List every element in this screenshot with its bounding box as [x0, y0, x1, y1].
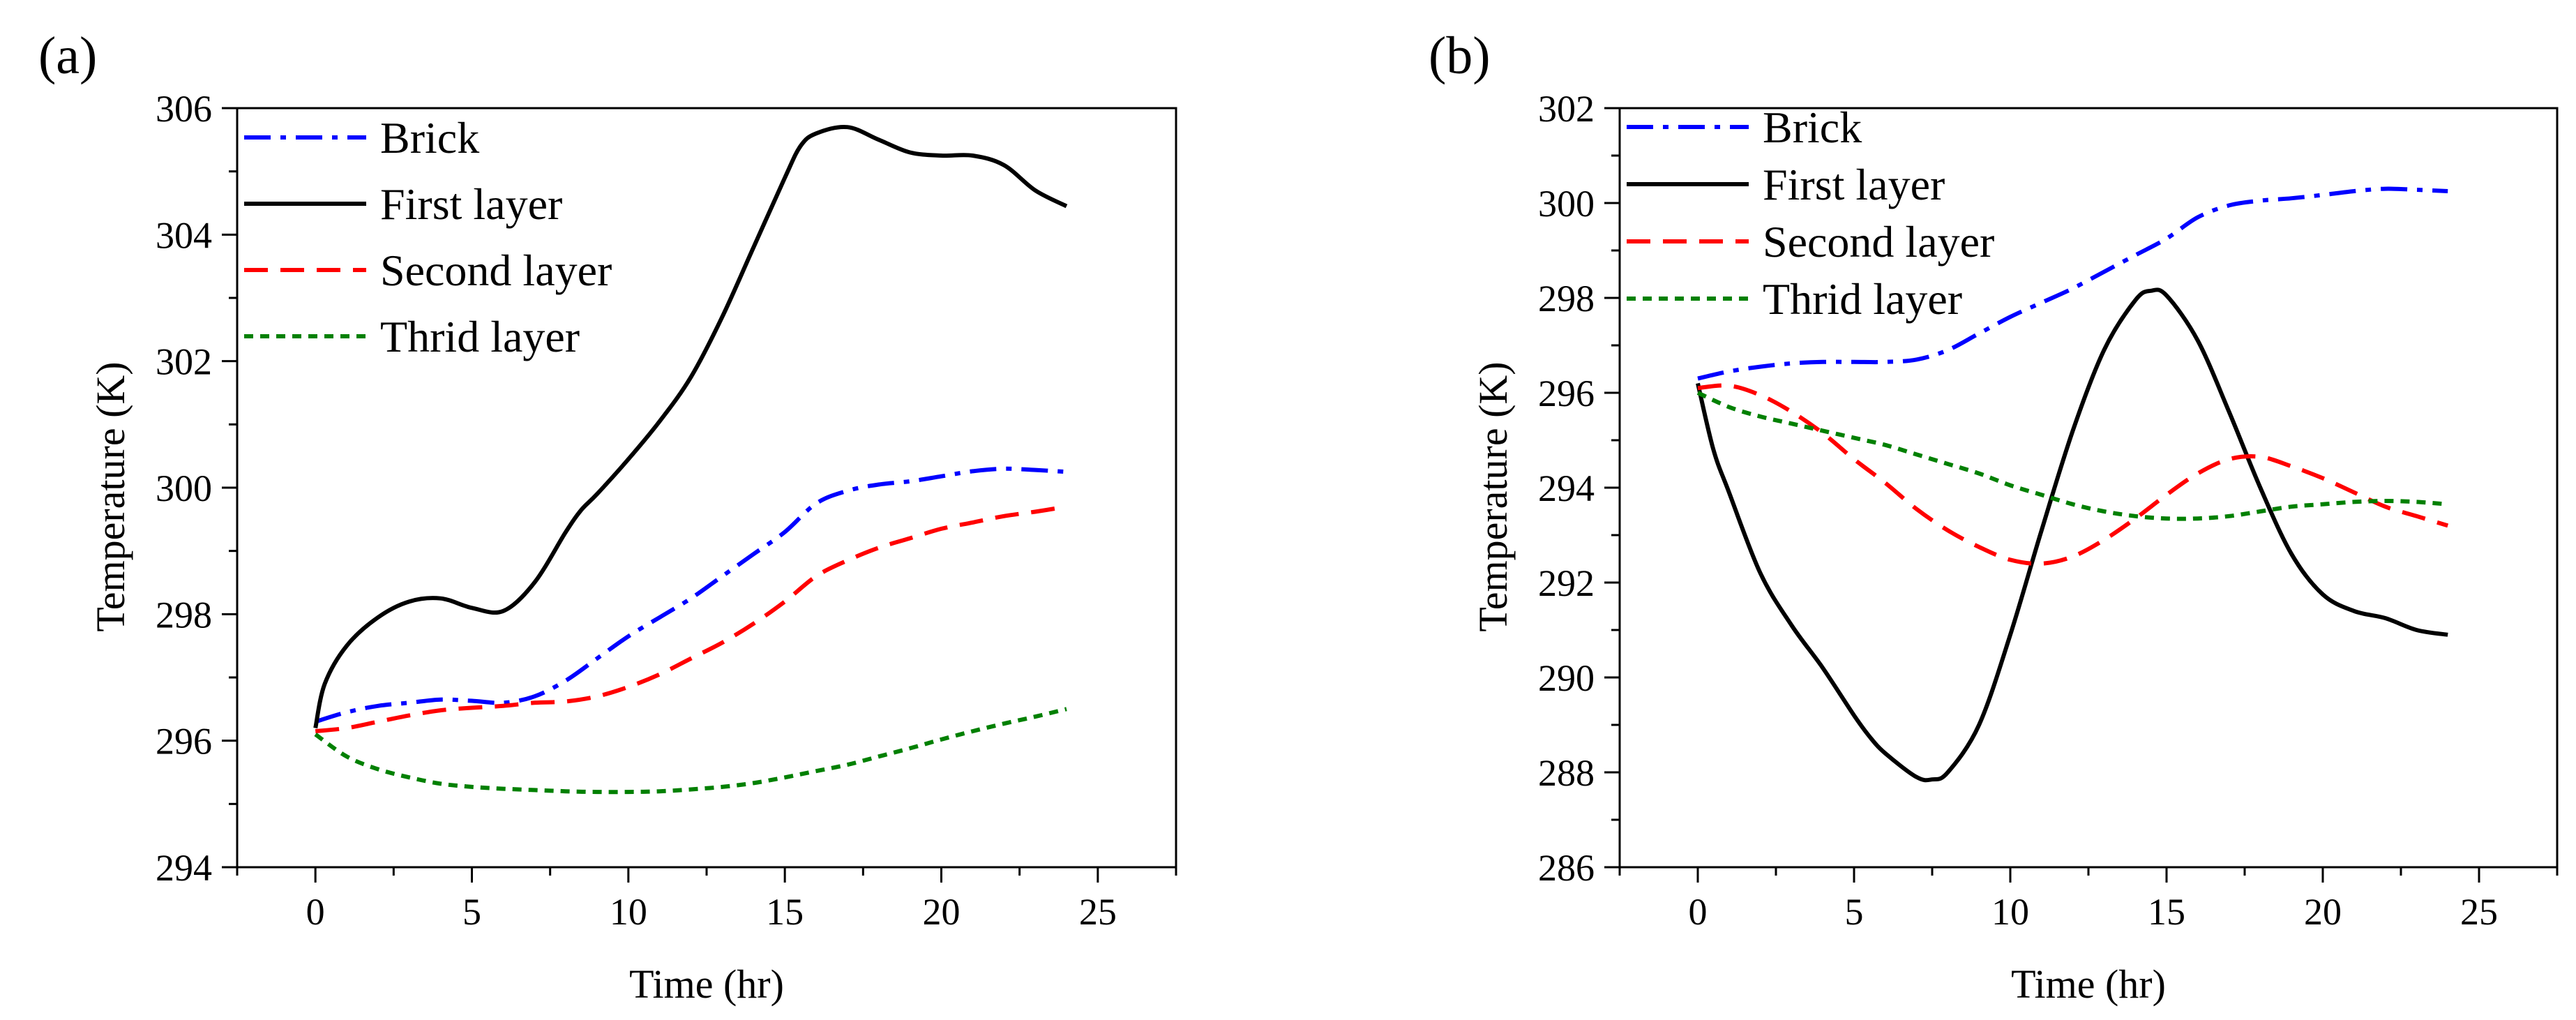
x-tick-label-b: 25 [2460, 891, 2498, 933]
x-tick-label-a: 0 [306, 891, 325, 933]
y-tick-label-b: 292 [1538, 562, 1595, 604]
x-tick-label-b: 10 [1991, 891, 2029, 933]
legend-label-b: Thrid layer [1763, 274, 1962, 324]
plot-area-a: 0 5 10 15 20 25 294 296 298 300 302 304 306 Brick Firs… [156, 88, 1177, 933]
x-tick-label-a: 15 [766, 891, 804, 933]
legend-a: Brick First layer Second layer Thrid layer [244, 113, 612, 361]
legend-label-a: Second layer [380, 246, 612, 295]
panel-b: (b) Time (hr) Temperature (K) 0 5 10 15 20 25… [1429, 27, 2559, 1007]
legend-label-a: Thrid layer [380, 312, 580, 361]
series-line-first-layer-b [1696, 287, 2448, 783]
legend-label-a: First layer [380, 179, 562, 229]
y-tick-label-a: 294 [156, 847, 212, 889]
series-line-first-layer-a [313, 124, 1068, 729]
y-tick-label-b: 300 [1538, 183, 1595, 225]
series-line-second-layer-b [1697, 383, 2449, 566]
x-axis-title-a: Time (hr) [629, 961, 784, 1007]
x-tick-label-b: 0 [1689, 891, 1708, 933]
x-tick-label-b: 5 [1845, 891, 1864, 933]
y-tick-label-a: 304 [156, 214, 212, 256]
x-tick-label-a: 20 [923, 891, 961, 933]
plot-area-b: 0 5 10 15 20 25 286 288 290 292 294 296 298 300 302 Bri… [1538, 88, 2559, 933]
y-tick-label-a: 296 [156, 721, 212, 763]
legend-label-b: Brick [1763, 103, 1862, 152]
y-tick-label-b: 296 [1538, 373, 1595, 414]
panel-label-a: (a) [38, 27, 97, 85]
y-tick-label-b: 302 [1538, 88, 1595, 130]
legend-label-b: First layer [1763, 160, 1945, 209]
y-tick-label-a: 298 [156, 594, 212, 636]
y-axis-title-b: Temperature (K) [1470, 361, 1516, 631]
y-tick-label-b: 288 [1538, 752, 1595, 794]
x-tick-label-a: 25 [1079, 891, 1117, 933]
x-tick-label-b: 20 [2304, 891, 2342, 933]
series-line-thrid-layer-b [1696, 391, 2448, 521]
panel-a: (a) Time (hr) Temperature (K) 0 5 10 15 20 25… [38, 27, 1177, 1007]
x-tick-label-b: 15 [2148, 891, 2185, 933]
y-axis-title-a: Temperature (K) [88, 361, 133, 631]
series-line-brick-b [1697, 186, 2448, 381]
y-tick-label-b: 290 [1538, 657, 1595, 699]
y-tick-label-b: 286 [1538, 847, 1595, 889]
x-tick-label-a: 10 [610, 891, 647, 933]
series-line-brick-a [315, 466, 1067, 724]
x-axis-title-b: Time (hr) [2011, 961, 2166, 1007]
y-tick-label-b: 294 [1538, 467, 1595, 509]
x-tick-label-a: 5 [462, 891, 481, 933]
series-line-thrid-layer-a [314, 707, 1067, 795]
legend-label-b: Second layer [1763, 217, 1994, 267]
y-tick-label-b: 298 [1538, 278, 1595, 320]
y-tick-label-a: 300 [156, 467, 212, 509]
series-line-second-layer-a [315, 504, 1067, 734]
panel-label-b: (b) [1429, 27, 1491, 85]
legend-b: Brick First layer Second layer Thrid layer [1627, 103, 1994, 324]
legend-label-a: Brick [380, 113, 479, 163]
y-tick-label-a: 302 [156, 341, 212, 383]
y-tick-label-a: 306 [156, 88, 212, 130]
